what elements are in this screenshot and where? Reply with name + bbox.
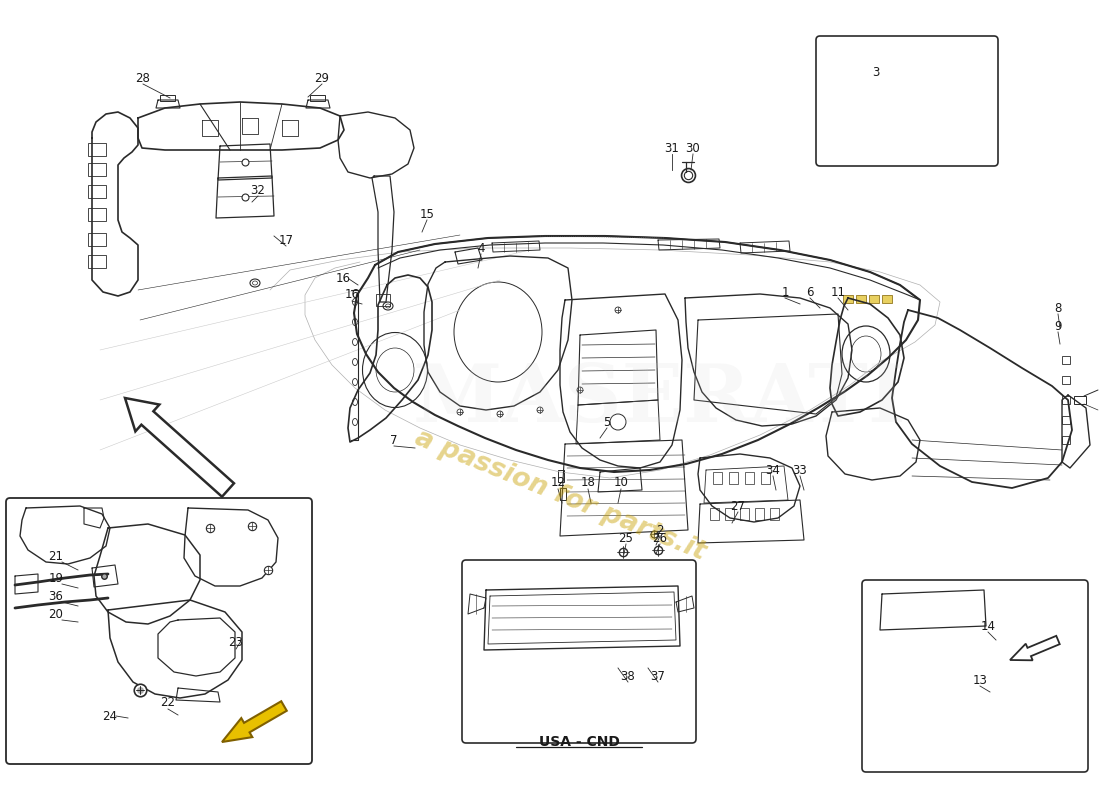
Bar (1062, 356, 1070, 364)
Bar (1062, 396, 1070, 404)
Text: 1: 1 (781, 286, 789, 298)
Bar (869, 295, 879, 303)
Bar (725, 508, 734, 520)
Bar (770, 508, 779, 520)
FancyBboxPatch shape (462, 560, 696, 743)
Text: 21: 21 (48, 550, 64, 562)
Text: 3: 3 (872, 66, 880, 78)
Bar (88, 255, 106, 268)
Bar (1028, 633, 1040, 647)
Bar (710, 508, 719, 520)
FancyBboxPatch shape (862, 580, 1088, 772)
Bar (909, 596, 921, 606)
Bar (843, 295, 852, 303)
Text: 4: 4 (477, 242, 485, 254)
Text: 37: 37 (650, 670, 666, 682)
Bar (745, 472, 754, 484)
Bar (1062, 376, 1070, 384)
Text: 36: 36 (48, 590, 64, 602)
Text: 23: 23 (229, 637, 243, 650)
Text: 22: 22 (161, 697, 176, 710)
Text: 33: 33 (793, 463, 807, 477)
Bar (761, 472, 770, 484)
Text: 8: 8 (1054, 302, 1062, 314)
Text: 17: 17 (278, 234, 294, 246)
Bar (729, 472, 738, 484)
Bar (1028, 651, 1040, 665)
Text: 18: 18 (581, 477, 595, 490)
Bar (1062, 416, 1070, 424)
Bar (310, 95, 324, 101)
FancyBboxPatch shape (816, 36, 998, 166)
Text: 6: 6 (806, 286, 814, 298)
Bar (160, 95, 175, 101)
Text: 19: 19 (48, 571, 64, 585)
Text: 32: 32 (251, 183, 265, 197)
Bar (558, 470, 564, 482)
Bar (927, 596, 939, 606)
Text: 14: 14 (980, 619, 996, 633)
Bar (1028, 669, 1040, 683)
Text: 15: 15 (419, 207, 435, 221)
Bar (376, 294, 390, 306)
Bar (88, 163, 106, 176)
Text: 7: 7 (390, 434, 398, 446)
Text: 29: 29 (315, 71, 330, 85)
Bar (88, 233, 106, 246)
Bar (740, 508, 749, 520)
Text: 11: 11 (830, 286, 846, 298)
Text: 5: 5 (603, 415, 611, 429)
Text: USA - CND: USA - CND (539, 735, 619, 749)
Bar (945, 596, 957, 606)
Bar (713, 472, 722, 484)
Text: 10: 10 (614, 477, 628, 490)
Text: 13: 13 (972, 674, 988, 686)
Text: 38: 38 (620, 670, 636, 682)
Bar (891, 596, 903, 606)
Bar (560, 488, 566, 500)
Text: a passion for parts.it: a passion for parts.it (410, 425, 710, 566)
Bar (886, 634, 1020, 738)
FancyBboxPatch shape (6, 498, 312, 764)
Text: 9: 9 (1054, 319, 1062, 333)
Polygon shape (1010, 636, 1059, 660)
Bar (1074, 396, 1086, 404)
Text: MASERATI: MASERATI (414, 361, 906, 439)
Text: 16: 16 (344, 289, 360, 302)
Text: 2: 2 (657, 523, 663, 537)
Text: 24: 24 (102, 710, 118, 722)
Bar (755, 508, 764, 520)
Bar (962, 596, 975, 606)
Bar (1028, 687, 1040, 701)
Text: 27: 27 (730, 499, 746, 513)
Text: 28: 28 (135, 71, 151, 85)
Text: 34: 34 (766, 463, 780, 477)
Bar (88, 143, 106, 156)
Text: 31: 31 (664, 142, 680, 154)
Bar (88, 208, 106, 221)
Bar (1062, 436, 1070, 444)
Text: 16: 16 (336, 273, 351, 286)
Text: 25: 25 (618, 531, 634, 545)
Text: 20: 20 (48, 607, 64, 621)
Bar (882, 630, 1024, 742)
Text: 26: 26 (652, 531, 668, 545)
Text: 12: 12 (550, 477, 565, 490)
Bar (882, 295, 892, 303)
Polygon shape (222, 702, 287, 742)
Bar (88, 185, 106, 198)
Polygon shape (125, 398, 234, 497)
Text: 30: 30 (685, 142, 701, 154)
Bar (856, 295, 866, 303)
